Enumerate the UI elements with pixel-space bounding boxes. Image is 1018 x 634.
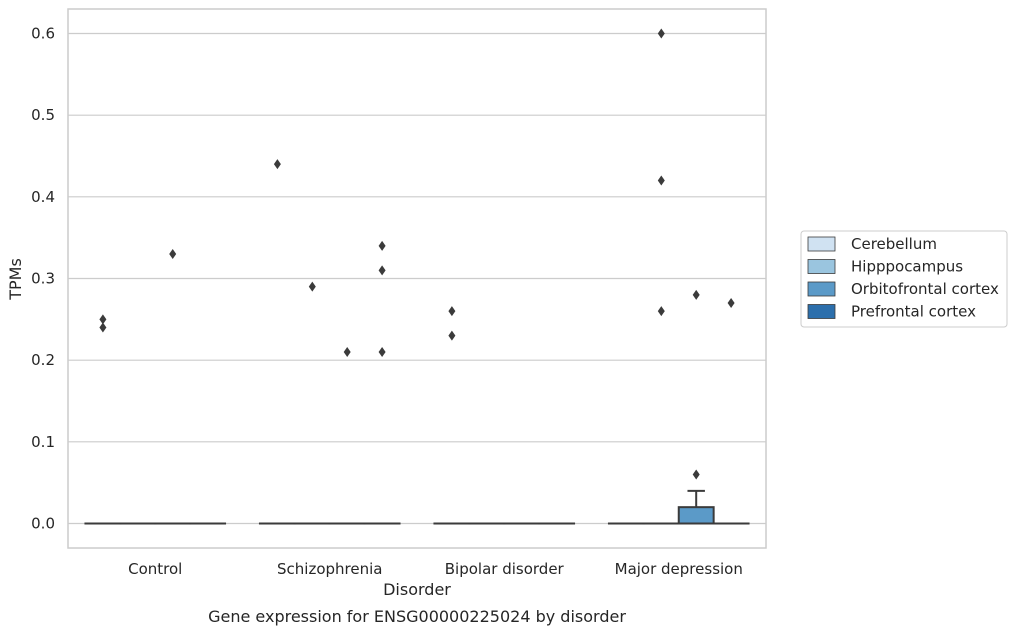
x-tick-labels: Control Schizophrenia Bipolar disorder Majo… (128, 560, 743, 578)
legend-frame (800, 230, 1008, 328)
outlier-point (657, 28, 665, 39)
y-tick-label: 0.1 (31, 433, 55, 451)
outlier-point (727, 298, 735, 308)
legend-label: Hipppocampus (851, 258, 963, 276)
outlier-point (692, 289, 700, 300)
outlier-point (169, 249, 177, 259)
outlier-point (273, 159, 281, 170)
y-tick-labels: 0.0 0.1 0.2 0.3 0.4 0.5 0.6 (31, 25, 55, 533)
x-tick-label: Major depression (615, 560, 743, 578)
x-tick-label: Schizophrenia (277, 560, 382, 578)
legend-label: Prefrontal cortex (851, 303, 976, 321)
y-tick-label: 0.4 (31, 188, 55, 206)
y-tick-label: 0.2 (31, 351, 55, 369)
y-tick-label: 0.6 (31, 25, 55, 43)
outlier-point (378, 347, 386, 357)
outlier-point (99, 314, 107, 325)
outlier-point (378, 265, 386, 276)
outlier-point (692, 469, 700, 480)
outlier-point (657, 175, 665, 186)
y-tick-label: 0.3 (31, 270, 55, 288)
outlier-points (99, 28, 735, 480)
outlier-point (448, 330, 456, 341)
y-tick-label: 0.5 (31, 106, 55, 124)
box (677, 506, 715, 525)
y-tick-label: 0.0 (31, 515, 55, 533)
y-axis-label: TPMs (6, 258, 25, 301)
outlier-point (378, 240, 386, 251)
x-tick-label: Control (128, 560, 182, 578)
legend-swatch (807, 236, 836, 252)
x-tick-label: Bipolar disorder (445, 560, 565, 578)
legend-swatch (807, 259, 836, 274)
legend-swatch (807, 281, 836, 297)
legend: Cerebellum Hipppocampus Orbitofrontal cort… (800, 230, 1008, 328)
outlier-point (448, 306, 456, 317)
x-axis-label: Disorder (383, 580, 451, 599)
outlier-point (657, 306, 665, 317)
chart-caption: Gene expression for ENSG00000225024 by d… (208, 607, 626, 626)
legend-label: Orbitofrontal cortex (851, 280, 999, 298)
outlier-point (308, 281, 316, 292)
outlier-point (343, 347, 351, 357)
legend-label: Cerebellum (851, 235, 937, 253)
plot-frame (67, 8, 767, 549)
legend-swatch (807, 304, 836, 319)
box-series (84, 489, 750, 525)
outlier-point (99, 322, 107, 333)
